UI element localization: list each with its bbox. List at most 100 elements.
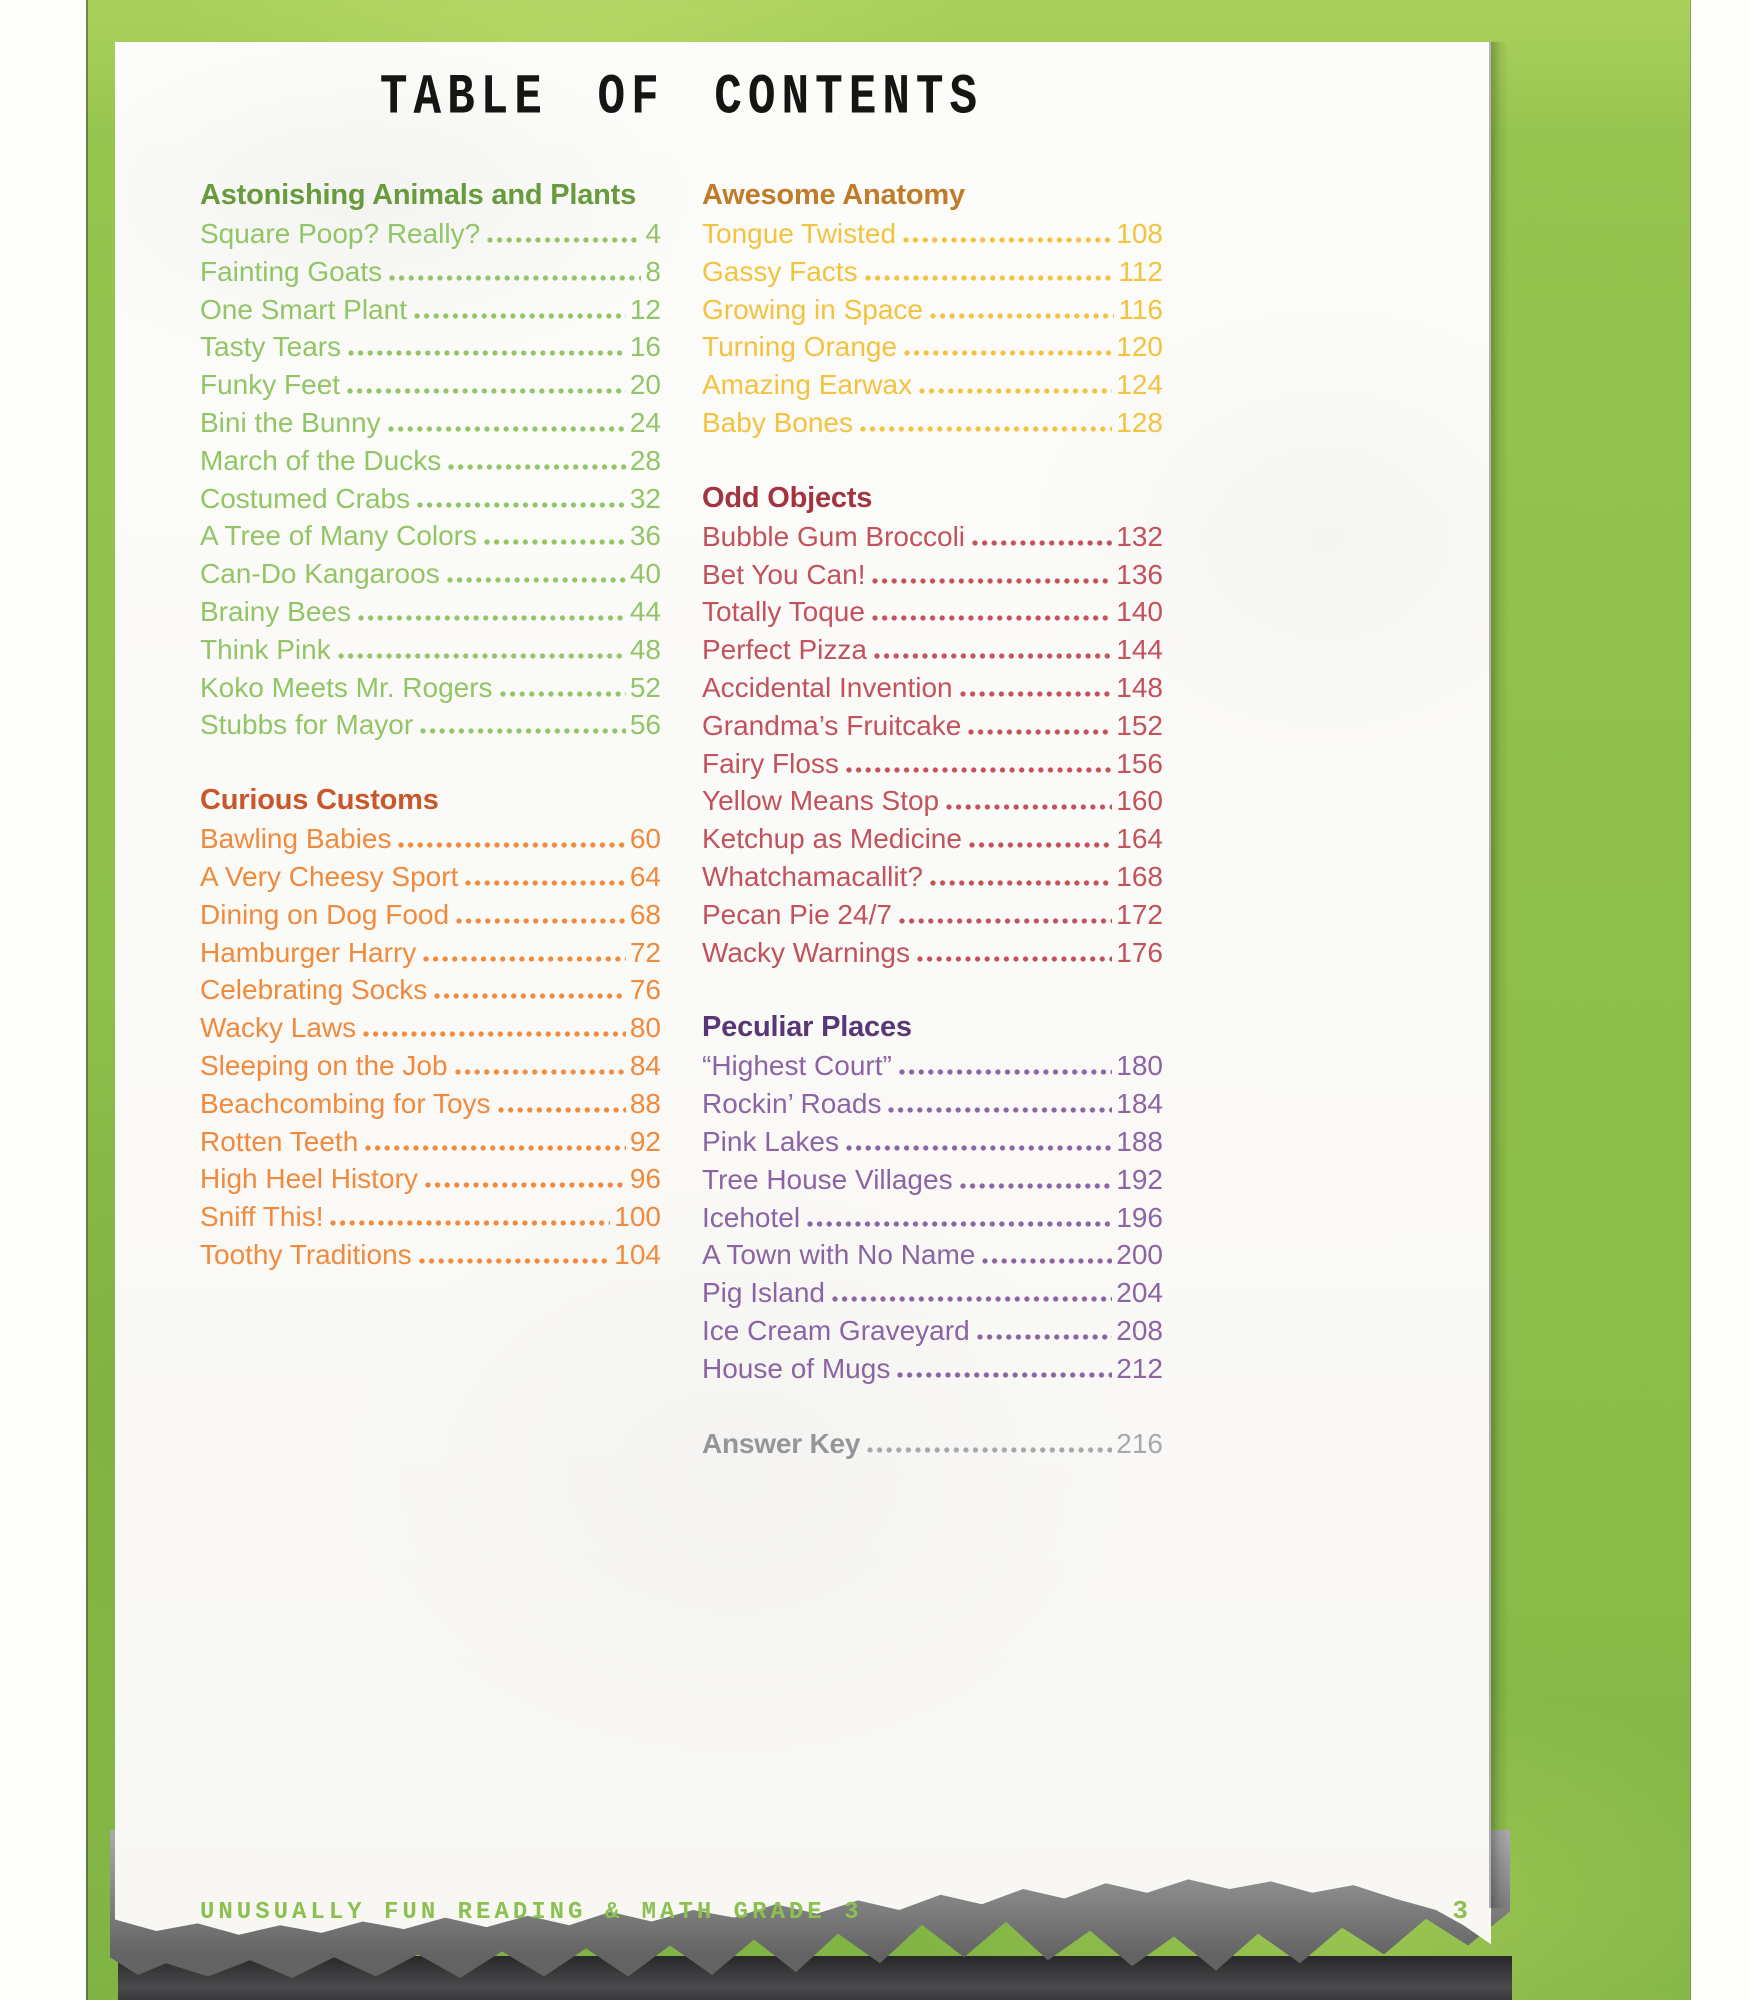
entry-page-number: 172 xyxy=(1116,898,1163,930)
entry-title: A Very Cheesy Sport xyxy=(200,860,459,892)
dot-leader xyxy=(497,1106,626,1113)
entry-page-number: 4 xyxy=(645,218,661,249)
entry-page-number: 92 xyxy=(629,1125,661,1157)
section-heading: Odd Objects xyxy=(702,481,873,514)
toc-entry: Rotten Teeth 92 xyxy=(200,1123,661,1161)
entry-page-number: 116 xyxy=(1118,293,1163,325)
toc-entry: House of Mugs 212 xyxy=(702,1350,1163,1388)
toc-entry: Icehotel 196 xyxy=(702,1199,1163,1237)
dot-leader xyxy=(916,955,1113,962)
entry-title: Toothy Traditions xyxy=(200,1238,412,1270)
dot-leader xyxy=(968,728,1113,735)
entry-page-number: 156 xyxy=(1116,747,1163,779)
footer-book-title: UNUSUALLY FUN READING & MATH GRADE 3 xyxy=(200,1899,863,1926)
dot-leader xyxy=(867,1446,1113,1453)
entry-page-number: 40 xyxy=(629,558,661,590)
dot-leader xyxy=(898,1069,1113,1076)
entry-title: Tongue Twisted xyxy=(702,218,897,249)
toc-entry: Wacky Laws 80 xyxy=(200,1009,661,1047)
toc-entry: Rockin’ Roads 184 xyxy=(702,1085,1163,1123)
entry-title: Tree House Villages xyxy=(702,1163,953,1195)
entry-title: Pink Lakes xyxy=(702,1125,839,1157)
entry-title: Turning Orange xyxy=(702,331,898,363)
toc-entry: Can-Do Kangaroos 40 xyxy=(200,555,661,593)
toc-entry: Brainy Bees 44 xyxy=(200,593,661,631)
dot-leader xyxy=(330,1220,611,1227)
entry-page-number: 68 xyxy=(629,898,661,930)
dot-leader xyxy=(446,577,626,584)
entry-title: Fainting Goats xyxy=(200,255,383,287)
entry-page-number: 216 xyxy=(1116,1427,1163,1459)
section-heading: Peculiar Places xyxy=(702,1011,912,1044)
section-heading: Astonishing Animals and Plants xyxy=(200,179,637,211)
entry-page-number: 176 xyxy=(1116,936,1163,968)
toc-entry: Toothy Traditions 104 xyxy=(200,1236,661,1274)
dot-leader xyxy=(365,1144,626,1151)
entry-page-number: 148 xyxy=(1116,671,1163,703)
dot-leader xyxy=(860,425,1113,432)
entry-title: Bet You Can! xyxy=(702,558,866,590)
toc-entry: A Very Cheesy Sport 64 xyxy=(200,858,661,896)
toc-column-right: Awesome Anatomy Tongue Twisted 108 Gassy Fa… xyxy=(702,176,1163,1462)
entry-page-number: 56 xyxy=(629,709,661,741)
entry-title: Think Pink xyxy=(200,633,331,665)
entry-page-number: 64 xyxy=(629,860,661,892)
dot-leader xyxy=(456,917,626,924)
toc-section: Peculiar Places “Highest Court” 180 Rockin’… xyxy=(702,1008,1163,1387)
dot-leader xyxy=(904,350,1113,357)
entry-page-number: 136 xyxy=(1116,558,1163,590)
toc-entry: Fairy Floss 156 xyxy=(702,745,1163,783)
toc-entry: A Town with No Name 200 xyxy=(702,1236,1163,1274)
entry-title: Ketchup as Medicine xyxy=(702,823,962,855)
dot-leader xyxy=(418,1257,611,1264)
entry-page-number: 72 xyxy=(629,936,661,968)
dot-leader xyxy=(389,274,642,281)
entry-title: Rotten Teeth xyxy=(200,1125,359,1157)
entry-page-number: 8 xyxy=(645,255,661,287)
entry-page-number: 96 xyxy=(629,1163,661,1195)
entry-page-number: 168 xyxy=(1116,860,1163,892)
toc-entry: Tree House Villages 192 xyxy=(702,1161,1163,1199)
entry-page-number: 144 xyxy=(1116,634,1163,666)
dot-leader xyxy=(434,993,626,1000)
toc-entry: “Highest Court” 180 xyxy=(702,1047,1163,1085)
entry-page-number: 88 xyxy=(629,1087,661,1119)
toc-entry: Celebrating Socks 76 xyxy=(200,971,661,1009)
entry-title: House of Mugs xyxy=(702,1352,891,1384)
dot-leader xyxy=(423,955,626,962)
footer-page-number: 3 xyxy=(1452,1896,1468,1926)
toc-entry: Hamburger Harry 72 xyxy=(200,934,661,972)
dot-leader xyxy=(420,728,626,735)
entry-title: Rockin’ Roads xyxy=(702,1088,882,1120)
entry-title: Grandma’s Fruitcake xyxy=(702,709,962,741)
entry-title: Sleeping on the Job xyxy=(200,1049,448,1081)
toc-entry: Wacky Warnings 176 xyxy=(702,934,1163,972)
entry-title: Tasty Tears xyxy=(200,331,342,363)
entry-title: Bawling Babies xyxy=(200,823,392,855)
page-edge-shadow xyxy=(1489,42,1509,1908)
dot-leader xyxy=(930,312,1115,319)
toc-entry: Answer Key 216 xyxy=(702,1425,1163,1463)
entry-title: High Heel History xyxy=(200,1163,418,1195)
dot-leader xyxy=(424,1182,626,1189)
entry-title: Whatchamacallit? xyxy=(702,860,923,892)
toc-entry: Koko Meets Mr. Rogers 52 xyxy=(200,669,661,707)
dot-leader xyxy=(968,842,1113,849)
entry-page-number: 104 xyxy=(614,1238,661,1270)
dot-leader xyxy=(959,1182,1113,1189)
toc-entry: Bawling Babies 60 xyxy=(200,820,661,858)
toc-entry: Pecan Pie 24/7 172 xyxy=(702,896,1163,934)
entry-page-number: 212 xyxy=(1116,1352,1163,1384)
toc-section: Curious Customs Bawling Babies 60 A Very Ch… xyxy=(200,781,661,1274)
dot-leader xyxy=(363,1031,626,1038)
toc-entry: Bubble Gum Broccoli 132 xyxy=(702,518,1163,556)
page-title: TABLE OF CONTENTS xyxy=(379,66,984,130)
toc-entry: Grandma’s Fruitcake 152 xyxy=(702,707,1163,745)
toc-entry: Totally Toque 140 xyxy=(702,593,1163,631)
dot-leader xyxy=(845,1144,1113,1151)
toc-entry: Pig Island 204 xyxy=(702,1274,1163,1312)
toc-entry: Costumed Crabs 32 xyxy=(200,480,661,518)
dot-leader xyxy=(347,388,626,395)
entry-page-number: 100 xyxy=(614,1201,661,1233)
